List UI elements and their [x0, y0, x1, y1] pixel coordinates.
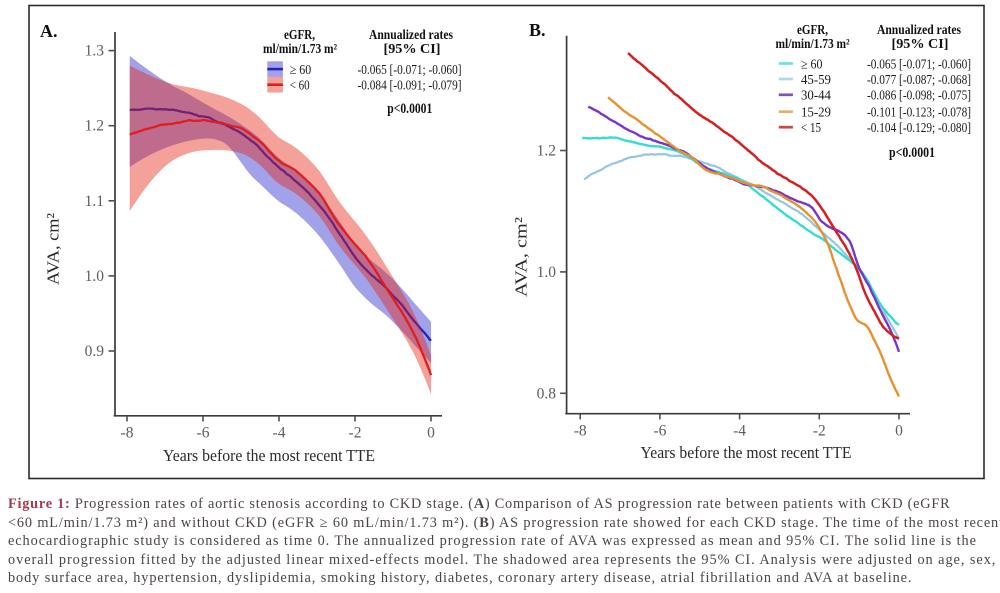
svg-text:p<0.0001: p<0.0001 [889, 145, 935, 161]
svg-text:-4: -4 [273, 425, 286, 442]
svg-text:≥ 60: ≥ 60 [801, 56, 823, 71]
svg-text:eGFR,: eGFR, [284, 27, 315, 42]
svg-text:-0.084 [-0.091; -0.079]: -0.084 [-0.091; -0.079] [358, 78, 462, 93]
svg-text:-8: -8 [121, 425, 134, 442]
svg-text:Years before the most recent T: Years before the most recent TTE [641, 443, 852, 462]
svg-text:15-29: 15-29 [801, 105, 831, 120]
svg-text:-0.065 [-0.071; -0.060]: -0.065 [-0.071; -0.060] [867, 56, 971, 71]
svg-text:[95% CI]: [95% CI] [384, 41, 441, 56]
svg-text:Annualized rates: Annualized rates [877, 22, 961, 37]
svg-text:ml/min/1.73 m²: ml/min/1.73 m² [776, 36, 850, 51]
svg-text:1.3: 1.3 [85, 43, 105, 60]
svg-text:-4: -4 [733, 423, 746, 440]
svg-text:1.0: 1.0 [537, 264, 557, 281]
svg-text:-0.104 [-0.129; -0.080]: -0.104 [-0.129; -0.080] [867, 120, 971, 135]
svg-text:p<0.0001: p<0.0001 [387, 101, 432, 117]
svg-text:-8: -8 [574, 423, 587, 440]
svg-text:ml/min/1.73 m²: ml/min/1.73 m² [263, 41, 337, 56]
svg-text:AVA, cm²: AVA, cm² [44, 213, 63, 285]
svg-text:≥ 60: ≥ 60 [290, 62, 312, 77]
svg-text:-0.077 [-0.087; -0.068]: -0.077 [-0.087; -0.068] [867, 72, 971, 87]
svg-text:-2: -2 [813, 423, 826, 440]
svg-text:-0.101 [-0.123; -0.078]: -0.101 [-0.123; -0.078] [867, 105, 971, 120]
svg-text:0.9: 0.9 [85, 343, 105, 360]
svg-text:30-44: 30-44 [801, 88, 831, 103]
svg-text:-6: -6 [197, 425, 210, 442]
svg-text:1.1: 1.1 [85, 193, 104, 210]
svg-text:[95% CI]: [95% CI] [892, 36, 949, 51]
svg-text:1.0: 1.0 [85, 268, 105, 285]
svg-text:-0.065 [-0.071; -0.060]: -0.065 [-0.071; -0.060] [358, 62, 462, 77]
svg-text:Years before the most recent T: Years before the most recent TTE [163, 446, 375, 465]
svg-text:Annualized rates: Annualized rates [369, 27, 453, 42]
svg-text:B.: B. [529, 20, 546, 40]
svg-text:< 60: < 60 [290, 78, 310, 93]
svg-text:0.8: 0.8 [537, 385, 557, 402]
svg-text:0: 0 [427, 425, 435, 442]
svg-text:AVA, cm²: AVA, cm² [512, 217, 531, 297]
svg-text:0: 0 [895, 423, 903, 440]
svg-text:-6: -6 [653, 423, 666, 440]
svg-text:< 15: < 15 [801, 120, 821, 135]
svg-text:-0.086 [-0.098; -0.075]: -0.086 [-0.098; -0.075] [867, 88, 971, 103]
svg-text:A.: A. [40, 21, 58, 41]
svg-text:1.2: 1.2 [85, 118, 104, 135]
svg-text:-2: -2 [349, 425, 362, 442]
svg-text:1.2: 1.2 [537, 143, 556, 160]
svg-text:45-59: 45-59 [801, 72, 831, 87]
svg-text:eGFR,: eGFR, [797, 22, 828, 37]
